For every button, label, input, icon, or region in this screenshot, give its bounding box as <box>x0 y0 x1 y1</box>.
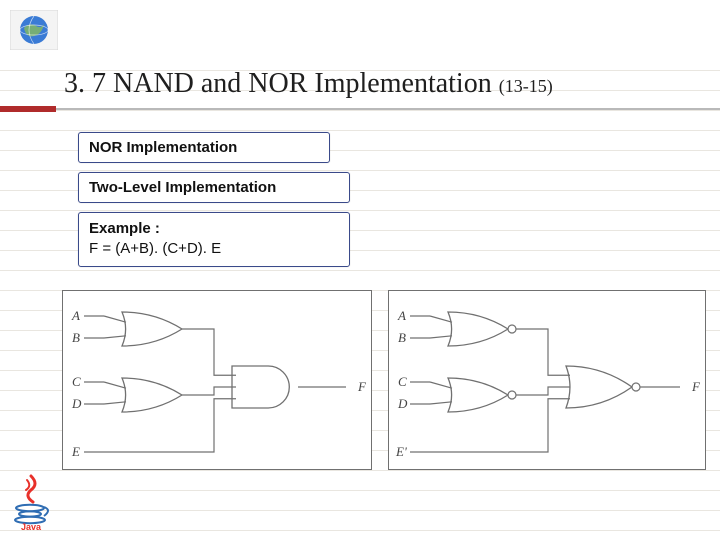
svg-text:D: D <box>71 396 82 411</box>
svg-text:F: F <box>691 379 701 394</box>
svg-text:B: B <box>398 330 406 345</box>
svg-text:A: A <box>71 308 80 323</box>
title-underline-accent <box>0 106 56 112</box>
svg-text:F: F <box>357 379 367 394</box>
example-expression: F = (A+B). (C+D). E <box>89 239 339 259</box>
svg-text:C: C <box>72 374 81 389</box>
svg-text:D: D <box>397 396 408 411</box>
box-nor-implementation: NOR Implementation <box>78 132 330 163</box>
box-two-level: Two-Level Implementation <box>78 172 350 203</box>
svg-text:E': E' <box>395 444 407 459</box>
svg-text:Java: Java <box>21 522 42 532</box>
box-example: Example : F = (A+B). (C+D). E <box>78 212 350 267</box>
svg-text:C: C <box>398 374 407 389</box>
title-underline-rule <box>56 108 720 110</box>
diagram-nor-nor: AB CD E' F <box>388 290 706 470</box>
slide-title: 3. 7 NAND and NOR Implementation (13-15) <box>64 68 553 100</box>
title-sub: (13-15) <box>499 76 553 96</box>
svg-text:B: B <box>72 330 80 345</box>
diagram-or-and: AB CD E F <box>62 290 372 470</box>
svg-text:A: A <box>397 308 406 323</box>
header-globe-icon <box>10 10 58 50</box>
example-title: Example : <box>89 219 339 239</box>
java-logo-icon: Java <box>8 474 54 532</box>
svg-text:E: E <box>71 444 80 459</box>
title-underline <box>0 106 720 112</box>
title-main: 3. 7 NAND and NOR Implementation <box>64 68 492 99</box>
